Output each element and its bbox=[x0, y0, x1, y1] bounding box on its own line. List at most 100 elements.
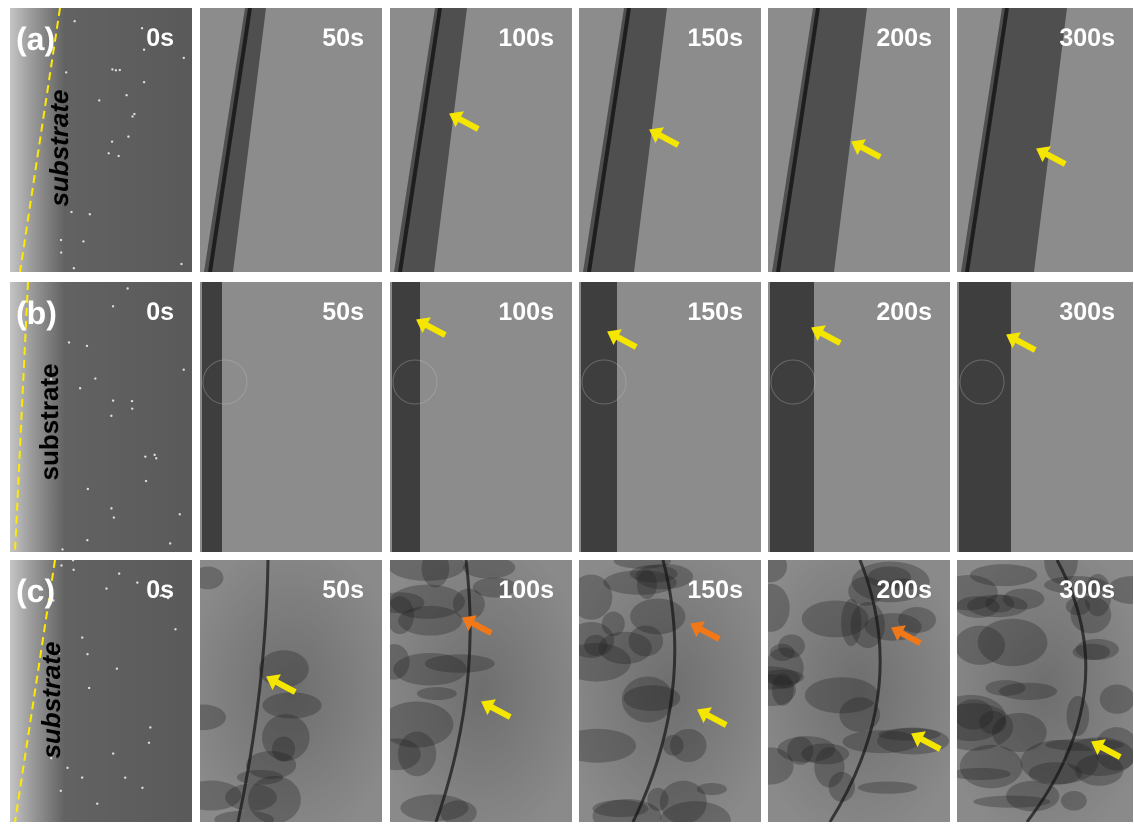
speck bbox=[169, 542, 171, 544]
dendrite bbox=[1073, 644, 1111, 660]
time-label: 150s bbox=[687, 24, 743, 52]
time-label: 200s bbox=[876, 298, 932, 326]
speck bbox=[60, 564, 62, 566]
speck bbox=[86, 653, 88, 655]
dendrite bbox=[262, 692, 321, 718]
speck bbox=[141, 787, 143, 789]
speck bbox=[61, 548, 63, 550]
speck bbox=[72, 569, 74, 571]
time-label: 0s bbox=[146, 24, 174, 52]
speck bbox=[124, 776, 126, 778]
dendrite bbox=[979, 711, 1006, 734]
speck bbox=[183, 57, 185, 59]
speck bbox=[179, 513, 181, 515]
speck bbox=[98, 99, 100, 101]
dendrite bbox=[1075, 754, 1123, 785]
dendrite bbox=[960, 745, 1023, 788]
substrate-label: substrate bbox=[36, 641, 66, 758]
speck bbox=[131, 407, 133, 409]
speck bbox=[79, 387, 81, 389]
speck bbox=[155, 457, 157, 459]
speck bbox=[107, 152, 109, 154]
dendrite bbox=[970, 564, 1037, 586]
dendrite bbox=[978, 619, 1048, 666]
time-label: 50s bbox=[322, 298, 364, 326]
dendrite bbox=[772, 673, 794, 705]
time-label: 300s bbox=[1059, 24, 1115, 52]
speck bbox=[70, 211, 72, 213]
speck bbox=[143, 49, 145, 51]
fiber bbox=[959, 282, 1011, 552]
dendrite bbox=[259, 650, 309, 687]
speck bbox=[60, 239, 62, 241]
speck bbox=[68, 341, 70, 343]
speck bbox=[149, 726, 151, 728]
dendrite bbox=[950, 768, 1010, 780]
dendrite bbox=[1100, 684, 1134, 713]
dendrite bbox=[878, 728, 940, 741]
dendrite bbox=[1045, 739, 1124, 751]
speck bbox=[131, 400, 133, 402]
speck bbox=[133, 113, 135, 115]
speck bbox=[145, 480, 147, 482]
time-label: 150s bbox=[687, 576, 743, 604]
speck bbox=[126, 287, 128, 289]
speck bbox=[112, 305, 114, 307]
speck bbox=[117, 155, 119, 157]
speck bbox=[115, 69, 117, 71]
time-label: 0s bbox=[146, 298, 174, 326]
speck bbox=[112, 752, 114, 754]
time-label: 200s bbox=[876, 576, 932, 604]
speck bbox=[118, 572, 120, 574]
fiber bbox=[392, 282, 420, 552]
time-label: 50s bbox=[322, 24, 364, 52]
speck bbox=[153, 454, 155, 456]
speck bbox=[66, 767, 68, 769]
time-label: 100s bbox=[498, 24, 554, 52]
time-label: 300s bbox=[1059, 576, 1115, 604]
dendrite bbox=[584, 635, 607, 656]
substrate-label: substrate bbox=[34, 363, 64, 480]
dendrite bbox=[417, 687, 457, 700]
fiber bbox=[770, 282, 814, 552]
speck bbox=[82, 240, 84, 242]
dendrite bbox=[393, 653, 467, 685]
speck bbox=[112, 399, 114, 401]
dendrite bbox=[999, 683, 1057, 700]
time-label: 50s bbox=[322, 576, 364, 604]
speck bbox=[86, 345, 88, 347]
row-label: (a) bbox=[16, 21, 55, 57]
speck bbox=[111, 68, 113, 70]
time-label: 0s bbox=[146, 576, 174, 604]
fiber bbox=[581, 282, 617, 552]
speck bbox=[116, 667, 118, 669]
speck bbox=[88, 687, 90, 689]
row-label: (c) bbox=[16, 573, 55, 609]
speck bbox=[127, 135, 129, 137]
speck bbox=[183, 369, 185, 371]
dendrite bbox=[956, 596, 1000, 618]
speck bbox=[60, 251, 62, 253]
dendrite bbox=[440, 800, 477, 824]
speck bbox=[87, 488, 89, 490]
speck bbox=[60, 790, 62, 792]
speck bbox=[119, 69, 121, 71]
row-label: (b) bbox=[16, 295, 57, 331]
speck bbox=[136, 581, 138, 583]
dendrite bbox=[272, 736, 295, 761]
speck bbox=[141, 27, 143, 29]
speck bbox=[86, 539, 88, 541]
dendrite bbox=[663, 735, 684, 756]
speck bbox=[148, 742, 150, 744]
dendrite bbox=[647, 788, 668, 811]
dendrite bbox=[630, 599, 685, 635]
dendrite bbox=[390, 585, 465, 619]
speck bbox=[96, 803, 98, 805]
dendrite bbox=[697, 783, 727, 795]
speck bbox=[105, 587, 107, 589]
dendrite bbox=[777, 736, 835, 762]
dendrite bbox=[380, 701, 453, 747]
speck bbox=[111, 140, 113, 142]
time-label: 100s bbox=[498, 576, 554, 604]
speck bbox=[110, 507, 112, 509]
